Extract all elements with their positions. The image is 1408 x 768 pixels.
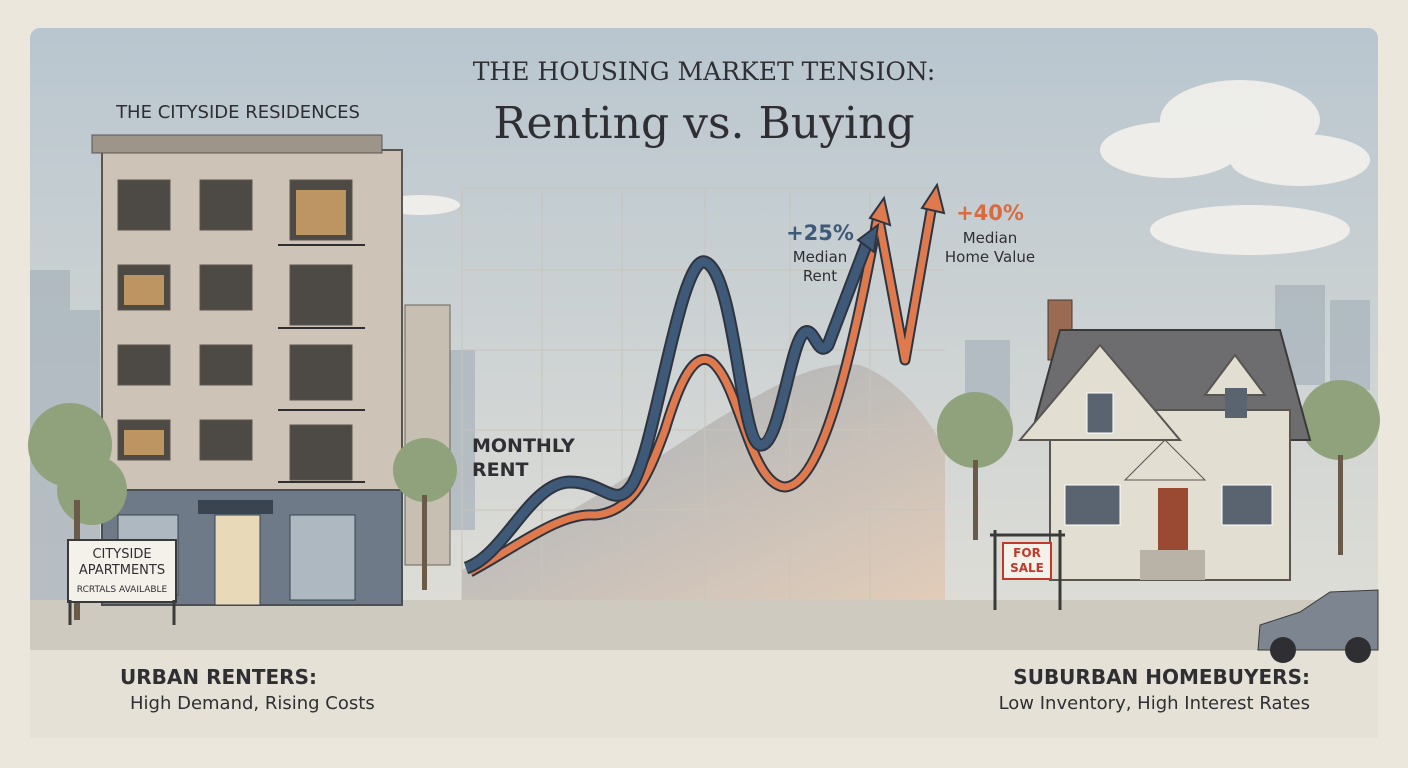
sign-text: SALE bbox=[1010, 561, 1044, 575]
caption-title: SUBURBAN HOMEBUYERS: bbox=[1013, 665, 1310, 689]
axis-label: RENT bbox=[472, 459, 529, 481]
caption-title: URBAN RENTERS: bbox=[120, 665, 317, 689]
grid bbox=[461, 187, 945, 600]
home-caption: Home Value bbox=[945, 248, 1035, 266]
home-change: +40% bbox=[956, 201, 1024, 225]
building-name: THE CITYSIDE RESIDENCES bbox=[115, 102, 360, 123]
rent-arrow bbox=[856, 222, 880, 254]
rent-change: +25% bbox=[786, 221, 854, 245]
trees bbox=[28, 380, 1380, 620]
home-arrow bbox=[920, 182, 946, 215]
car bbox=[1257, 589, 1379, 663]
sign-text: FOR bbox=[1013, 546, 1041, 560]
rent-caption: Median bbox=[793, 248, 848, 266]
subtitle: Renting vs. Buying bbox=[493, 98, 914, 149]
axis-label: MONTHLY bbox=[472, 435, 575, 457]
home-arrow bbox=[868, 195, 892, 227]
sign-text: CITYSIDE bbox=[92, 547, 151, 562]
for-sale-sign: FOR SALE bbox=[990, 530, 1065, 610]
apartment-building bbox=[91, 134, 451, 606]
rent-line bbox=[464, 238, 873, 573]
caption-text: Low Inventory, High Interest Rates bbox=[999, 693, 1310, 714]
sign-text: APARTMENTS bbox=[79, 563, 165, 578]
sign-text: RCRTALS AVAILABLE bbox=[77, 585, 168, 595]
house bbox=[1017, 299, 1312, 581]
caption-text: High Demand, Rising Costs bbox=[130, 693, 375, 714]
apartment-sign: CITYSIDE APARTMENTS RCRTALS AVAILABLE bbox=[67, 539, 177, 625]
rent-caption: Rent bbox=[803, 267, 837, 285]
street bbox=[30, 600, 1378, 650]
home-caption: Median bbox=[963, 229, 1018, 247]
title: THE HOUSING MARKET TENSION: bbox=[473, 57, 936, 86]
ground bbox=[30, 650, 1378, 738]
home-line bbox=[468, 204, 936, 576]
